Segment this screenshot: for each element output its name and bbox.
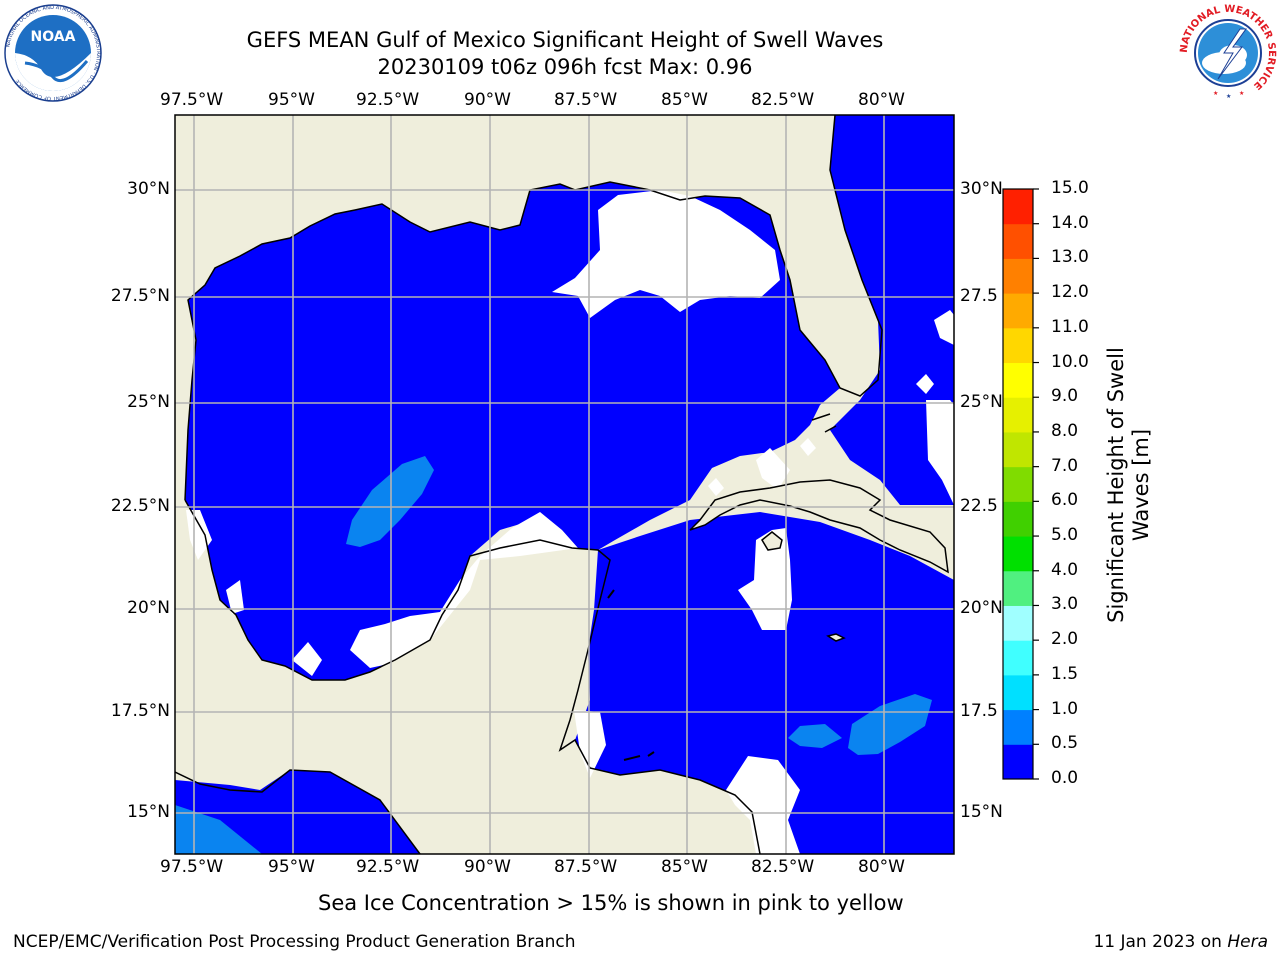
footer-host: Hera xyxy=(1227,932,1268,952)
colorbar-tick-label: 15.0 xyxy=(1051,178,1089,198)
lon-label-top: 92.5°W xyxy=(356,90,420,110)
lat-label-right: 15°N xyxy=(960,802,1003,822)
colorbar-segment xyxy=(1003,397,1033,433)
colorbar-segment xyxy=(1003,293,1033,329)
colorbar-tick-label: 7.0 xyxy=(1051,455,1079,476)
map-frame xyxy=(174,114,955,855)
bay-islands xyxy=(623,751,655,761)
svg-text:★: ★ xyxy=(1226,93,1231,100)
lat-label-left: 15°N xyxy=(127,802,170,822)
map-area xyxy=(175,115,954,854)
colorbar-tick-label: 11.0 xyxy=(1051,316,1089,337)
nodata-areas xyxy=(186,190,954,854)
gridlines xyxy=(175,115,954,854)
colorbar-segment xyxy=(1003,640,1033,676)
colorbar-segment xyxy=(1003,466,1033,502)
colorbar-segment xyxy=(1003,431,1033,468)
lon-label-bottom: 95°W xyxy=(268,857,315,877)
colorbar-tick-label: 6.0 xyxy=(1051,490,1079,511)
footer-date: 11 Jan 2023 on Hera xyxy=(1093,932,1268,952)
colorbar-tick-label: 8.0 xyxy=(1051,420,1079,441)
colorbar-segment xyxy=(1003,709,1033,745)
lon-label-bottom: 90°W xyxy=(464,857,511,877)
colorbar-tick-label: 5.0 xyxy=(1051,525,1079,546)
lat-label-left: 20°N xyxy=(127,598,170,618)
lon-label-bottom: 85°W xyxy=(661,857,708,877)
lat-label-right: 17.5 xyxy=(960,701,998,721)
lat-label-left: 30°N xyxy=(127,179,170,199)
caribbean-swell-field xyxy=(575,512,954,854)
colorbar-segment xyxy=(1003,744,1033,780)
svg-text:★: ★ xyxy=(1239,90,1244,97)
mainland-coastline xyxy=(184,115,883,854)
colorbar-tick-label: 14.0 xyxy=(1051,212,1089,233)
lon-label-bottom: 97.5°W xyxy=(160,857,224,877)
colorbar-tick-label: 0.0 xyxy=(1051,768,1079,788)
pacific-mid-swell xyxy=(175,805,262,854)
colorbar-label: Significant Height of Swell Waves [m] xyxy=(1104,347,1153,623)
florida-keys xyxy=(811,413,837,433)
nws-logo: NATIONAL WEATHER SERVICE ★ ★ ★ xyxy=(1179,4,1277,101)
lat-label-right: 25°N xyxy=(960,392,1003,412)
lon-label-bottom: 82.5°W xyxy=(751,857,815,877)
footer-date-text: 11 Jan 2023 on xyxy=(1093,932,1228,952)
colorbar-tick-label: 2.0 xyxy=(1051,629,1079,650)
colorbar-segment xyxy=(1003,327,1033,364)
lat-label-right: 27.5 xyxy=(960,286,998,306)
colorbar-tick-label: 0.5 xyxy=(1051,733,1079,754)
lat-label-left: 22.5°N xyxy=(110,496,170,516)
noaa-logo-text: NOAA xyxy=(31,29,76,45)
lon-label-bottom: 87.5°W xyxy=(554,857,618,877)
colorbar-tick-label: 1.5 xyxy=(1051,663,1079,684)
colorbar xyxy=(1003,188,1039,780)
pacific-coastline xyxy=(175,769,421,854)
lon-label-top: 85°W xyxy=(661,90,708,110)
noaa-logo: NATIONAL OCEANIC AND ATMOSPHERIC ADMINIS… xyxy=(4,4,102,102)
lon-label-top: 95°W xyxy=(268,90,315,110)
lon-label-top: 97.5°W xyxy=(160,90,224,110)
lon-label-top: 90°W xyxy=(464,90,511,110)
colorbar-segment xyxy=(1003,536,1033,572)
atlantic-swell-field xyxy=(830,115,954,505)
coastlines xyxy=(689,479,949,642)
colorbar-tick-label: 3.0 xyxy=(1051,594,1079,615)
colorbar-tick-label: 1.0 xyxy=(1051,698,1079,719)
footer-credit: NCEP/EMC/Verification Post Processing Pr… xyxy=(13,932,576,952)
colorbar-segment xyxy=(1003,674,1033,711)
map-subtitle: 20230109 t06z 096h fcst Max: 0.96 xyxy=(377,55,753,79)
colorbar-tick-label: 12.0 xyxy=(1051,282,1089,303)
cozumel-island xyxy=(607,589,615,599)
svg-text:★: ★ xyxy=(1213,90,1218,97)
colorbar-segment xyxy=(1003,189,1033,225)
lat-label-right: 30°N xyxy=(960,179,1003,199)
sea-ice-note: Sea Ice Concentration > 15% is shown in … xyxy=(318,891,904,915)
colorbar-segment xyxy=(1003,570,1033,606)
lon-label-top: 87.5°W xyxy=(554,90,618,110)
swell-patch-central-gulf xyxy=(346,456,434,547)
colorbar-segment xyxy=(1003,362,1033,398)
lat-label-right: 22.5 xyxy=(960,496,998,516)
lon-label-top: 82.5°W xyxy=(751,90,815,110)
lat-label-left: 25°N xyxy=(127,392,170,412)
lat-label-left: 17.5°N xyxy=(110,701,170,721)
colorbar-segment xyxy=(1003,605,1033,641)
lon-label-bottom: 80°W xyxy=(858,857,905,877)
colorbar-segment xyxy=(1003,258,1033,294)
colorbar-segment xyxy=(1003,501,1033,537)
swell-patch-caribbean-west xyxy=(788,724,842,748)
colorbar-segment xyxy=(1003,223,1033,259)
map-title: GEFS MEAN Gulf of Mexico Significant Hei… xyxy=(246,28,884,52)
lat-label-left: 27.5°N xyxy=(110,286,170,306)
colorbar-tick-label: 4.0 xyxy=(1051,559,1079,580)
lon-label-bottom: 92.5°W xyxy=(356,857,420,877)
lat-label-right: 20°N xyxy=(960,598,1003,618)
lon-label-top: 80°W xyxy=(858,90,905,110)
colorbar-tick-label: 13.0 xyxy=(1051,247,1089,268)
colorbar-tick-label: 9.0 xyxy=(1051,386,1079,407)
colorbar-tick-label: 10.0 xyxy=(1051,351,1089,372)
colorbar-frame xyxy=(1002,188,1034,780)
swell-patch-caribbean-east xyxy=(848,694,932,755)
